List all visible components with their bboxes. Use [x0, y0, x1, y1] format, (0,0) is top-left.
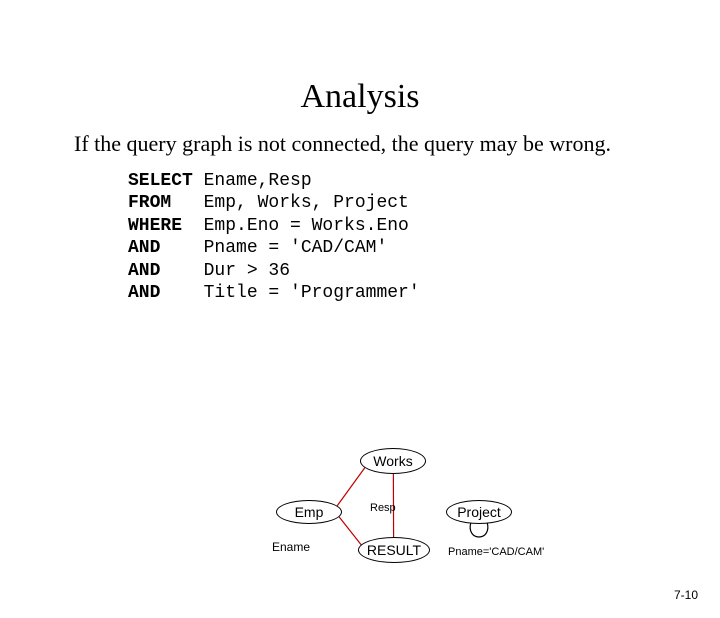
graph-node-emp: Emp: [276, 500, 342, 524]
sql-keyword: FROM: [128, 192, 204, 215]
graph-node-works: Works: [360, 448, 426, 474]
sql-keyword: SELECT: [128, 170, 204, 193]
page-number: 7-10: [674, 588, 698, 602]
graph-edge-label-ename: Ename: [272, 540, 310, 554]
sql-line: ANDPname = 'CAD/CAM': [128, 237, 720, 260]
graph-node-label: Works: [373, 453, 412, 469]
sql-keyword: WHERE: [128, 215, 204, 238]
graph-edge-label-pname: Pname='CAD/CAM': [448, 546, 544, 558]
sql-line: WHEREEmp.Eno = Works.Eno: [128, 215, 720, 238]
graph-edge-loop: [470, 522, 488, 537]
sql-code-block: SELECTEname,RespFROMEmp, Works, ProjectW…: [128, 170, 720, 305]
subtitle-text: If the query graph is not connected, the…: [74, 130, 646, 158]
sql-clause: Emp.Eno = Works.Eno: [204, 216, 409, 236]
sql-keyword: AND: [128, 282, 204, 305]
sql-line: FROMEmp, Works, Project: [128, 192, 720, 215]
graph-edge: [339, 517, 361, 545]
graph-node-label: Emp: [295, 504, 324, 520]
query-graph-edges: [0, 78, 720, 618]
graph-node-label: RESULT: [367, 542, 421, 558]
sql-keyword: AND: [128, 237, 204, 260]
sql-clause: Emp, Works, Project: [204, 193, 409, 213]
sql-line: ANDDur > 36: [128, 260, 720, 283]
sql-clause: Pname = 'CAD/CAM': [204, 238, 388, 258]
sql-line: SELECTEname,Resp: [128, 170, 720, 193]
graph-node-project: Project: [446, 500, 512, 524]
sql-clause: Ename,Resp: [204, 171, 312, 191]
graph-node-result: RESULT: [358, 537, 430, 563]
sql-keyword: AND: [128, 260, 204, 283]
graph-edge-label-resp: Resp: [370, 502, 396, 514]
sql-line: ANDTitle = 'Programmer': [128, 282, 720, 305]
graph-edge: [337, 468, 365, 506]
graph-node-label: Project: [457, 504, 501, 520]
sql-clause: Dur > 36: [204, 261, 290, 281]
page-title: Analysis: [0, 78, 720, 116]
sql-clause: Title = 'Programmer': [204, 283, 420, 303]
